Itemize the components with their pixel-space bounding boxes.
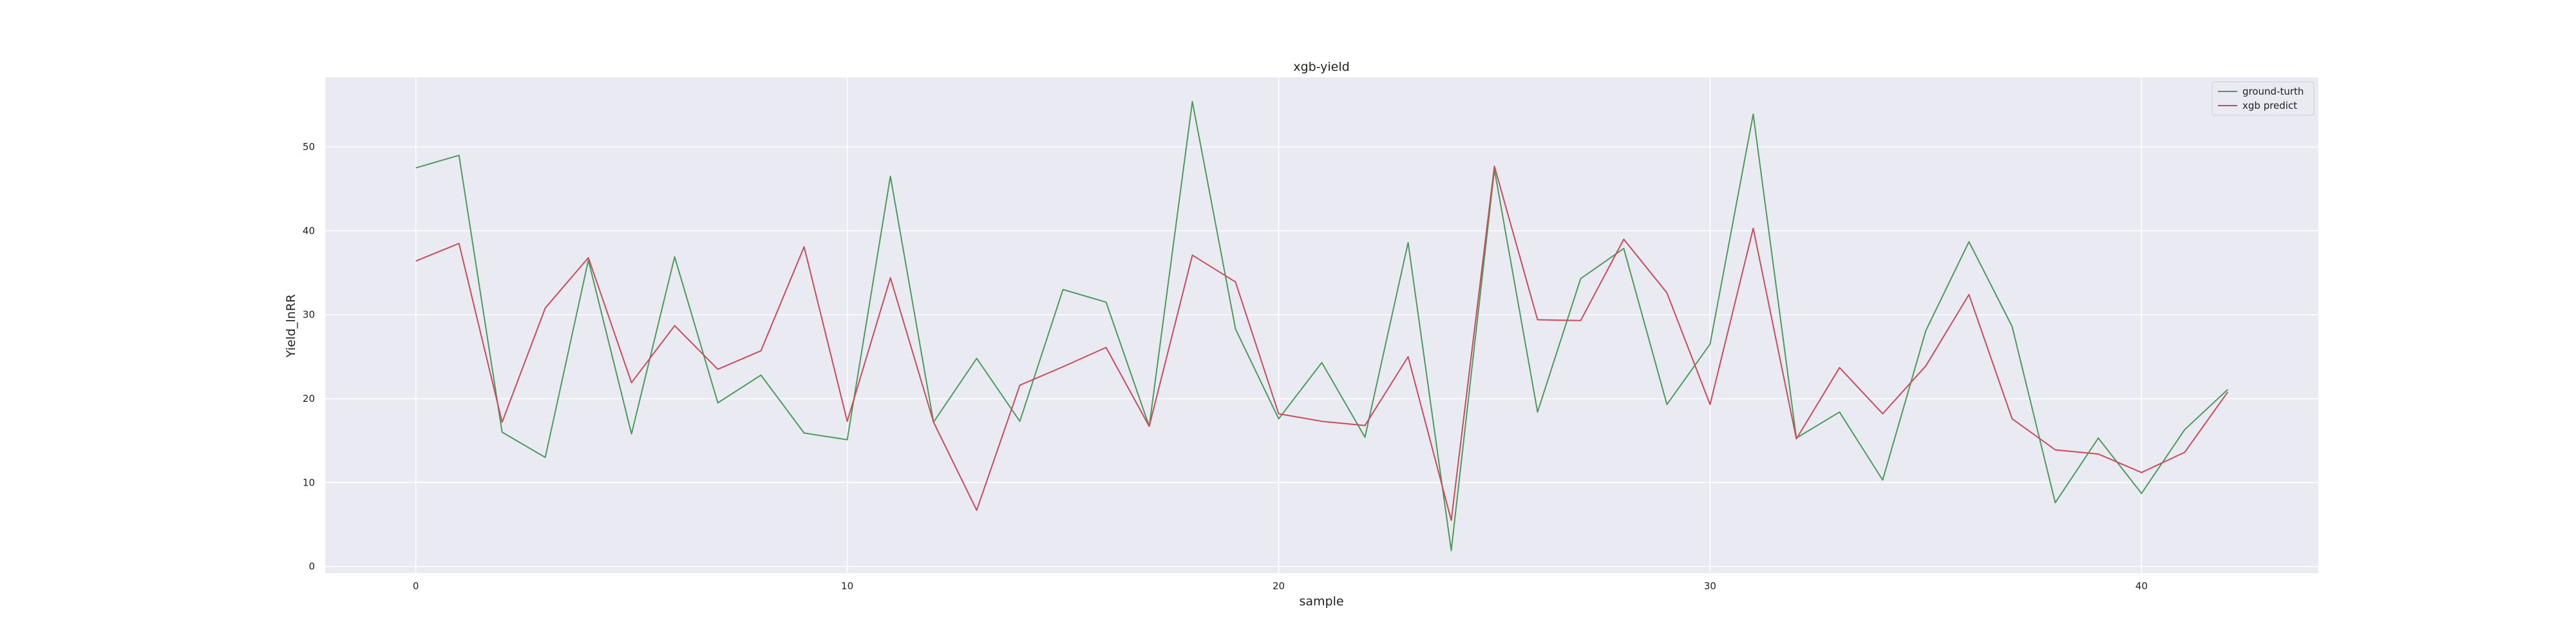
y-tick-label: 40 bbox=[303, 225, 315, 236]
legend-box bbox=[2211, 81, 2315, 116]
y-tick-label: 10 bbox=[303, 477, 315, 488]
y-axis-label: Yield_lnRR bbox=[284, 294, 298, 358]
series-line-ground-turth bbox=[415, 100, 2228, 551]
x-tick-label: 30 bbox=[1704, 580, 1716, 592]
y-tick-label: 20 bbox=[303, 393, 315, 404]
x-tick-labels: 0 10 20 30 40 bbox=[413, 580, 2148, 592]
y-tick-label: 0 bbox=[308, 561, 315, 573]
x-tick-label: 10 bbox=[841, 580, 853, 592]
y-tick-label: 30 bbox=[303, 309, 315, 321]
legend-label-xgb-predict: xgb predict bbox=[2242, 100, 2297, 111]
gridlines bbox=[325, 77, 2318, 573]
plot-area bbox=[325, 77, 2318, 573]
x-tick-label: 20 bbox=[1273, 580, 1285, 592]
x-tick-label: 40 bbox=[2136, 580, 2148, 592]
legend: ground-turth xgb predict bbox=[2211, 81, 2315, 116]
y-tick-labels: 0 10 20 30 40 50 bbox=[303, 141, 315, 572]
chart-title: xgb-yield bbox=[1293, 60, 1349, 74]
legend-label-ground-turth: ground-turth bbox=[2242, 86, 2304, 97]
series-line-xgb-predict bbox=[415, 166, 2229, 521]
x-axis-label: sample bbox=[1299, 594, 1343, 609]
x-tick-label: 0 bbox=[413, 580, 419, 592]
series-layer bbox=[415, 100, 2229, 551]
y-tick-label: 50 bbox=[303, 141, 315, 153]
